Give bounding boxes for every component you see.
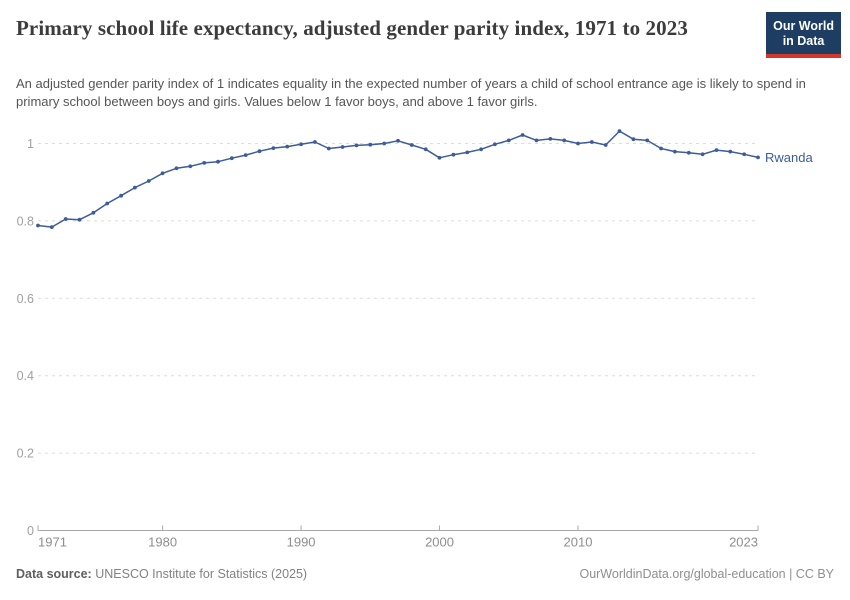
- data-point[interactable]: [326, 146, 331, 151]
- data-point[interactable]: [257, 149, 262, 154]
- data-point[interactable]: [714, 148, 719, 153]
- data-point[interactable]: [299, 142, 303, 147]
- x-tick-label: 1971: [38, 535, 67, 550]
- data-point[interactable]: [49, 225, 54, 230]
- data-point[interactable]: [479, 147, 483, 152]
- data-point[interactable]: [548, 137, 553, 141]
- owid-logo[interactable]: Our World in Data: [766, 12, 841, 58]
- data-point[interactable]: [423, 147, 428, 152]
- x-tick-label: 2023: [729, 535, 758, 550]
- data-point[interactable]: [465, 150, 470, 155]
- data-point[interactable]: [396, 138, 400, 143]
- data-point[interactable]: [271, 146, 276, 151]
- data-point[interactable]: [133, 185, 137, 190]
- data-source-text: UNESCO Institute for Statistics (2025): [95, 567, 308, 581]
- data-point[interactable]: [520, 133, 525, 137]
- owid-logo-line1: Our World: [773, 19, 834, 33]
- data-point[interactable]: [63, 217, 68, 221]
- data-point[interactable]: [382, 141, 387, 146]
- data-point[interactable]: [493, 142, 497, 147]
- data-point[interactable]: [188, 164, 193, 169]
- entity-label: Rwanda: [765, 150, 813, 165]
- data-point[interactable]: [368, 142, 373, 147]
- data-point[interactable]: [576, 141, 580, 146]
- data-point[interactable]: [77, 217, 82, 222]
- data-point[interactable]: [451, 152, 456, 157]
- data-point[interactable]: [354, 143, 359, 148]
- data-source-label: Data source:: [16, 567, 92, 581]
- data-point[interactable]: [119, 193, 123, 198]
- y-tick-label: 0: [27, 524, 34, 538]
- x-tick-label: 2010: [564, 535, 593, 550]
- data-point[interactable]: [506, 138, 511, 143]
- y-tick-label: 0.4: [17, 369, 34, 383]
- footer-link[interactable]: OurWorldinData.org/global-education | CC…: [579, 567, 834, 581]
- data-point[interactable]: [700, 152, 705, 157]
- series-line[interactable]: [37, 130, 759, 228]
- data-point[interactable]: [437, 155, 442, 160]
- data-point[interactable]: [562, 138, 567, 143]
- y-tick-label: 1: [27, 137, 34, 151]
- data-point[interactable]: [631, 137, 636, 142]
- data-point[interactable]: [36, 223, 40, 228]
- data-point[interactable]: [742, 152, 747, 157]
- x-tick-label: 1980: [148, 535, 177, 550]
- data-point[interactable]: [243, 153, 248, 158]
- data-point[interactable]: [160, 171, 165, 176]
- data-source: Data source: UNESCO Institute for Statis…: [16, 567, 307, 581]
- data-point[interactable]: [202, 161, 207, 165]
- data-point[interactable]: [216, 159, 220, 164]
- data-point[interactable]: [409, 143, 414, 147]
- y-tick-label: 0.6: [17, 292, 34, 306]
- data-point[interactable]: [756, 155, 760, 160]
- data-point[interactable]: [91, 210, 96, 215]
- footer: Data source: UNESCO Institute for Statis…: [16, 567, 834, 581]
- x-tick-label: 2000: [425, 535, 454, 550]
- data-point[interactable]: [340, 145, 345, 149]
- data-point[interactable]: [105, 201, 110, 206]
- data-point[interactable]: [229, 156, 234, 161]
- y-tick-label: 0.8: [17, 214, 34, 228]
- data-point[interactable]: [686, 150, 691, 155]
- data-point[interactable]: [146, 179, 151, 183]
- y-tick-label: 0.2: [17, 447, 34, 461]
- owid-logo-line2: in Data: [782, 34, 825, 48]
- data-point[interactable]: [673, 149, 677, 154]
- chart-subtitle: An adjusted gender parity index of 1 ind…: [16, 76, 806, 110]
- chart-title: Primary school life expectancy, adjusted…: [16, 16, 688, 40]
- data-point[interactable]: [589, 140, 594, 144]
- data-point[interactable]: [313, 140, 317, 144]
- data-point[interactable]: [659, 146, 663, 151]
- data-point[interactable]: [534, 138, 539, 143]
- data-point[interactable]: [645, 138, 650, 143]
- x-tick-label: 1990: [287, 535, 316, 550]
- data-point[interactable]: [728, 149, 733, 154]
- data-point[interactable]: [617, 129, 622, 134]
- data-point[interactable]: [603, 143, 608, 147]
- data-point[interactable]: [285, 144, 290, 149]
- data-point[interactable]: [174, 166, 179, 171]
